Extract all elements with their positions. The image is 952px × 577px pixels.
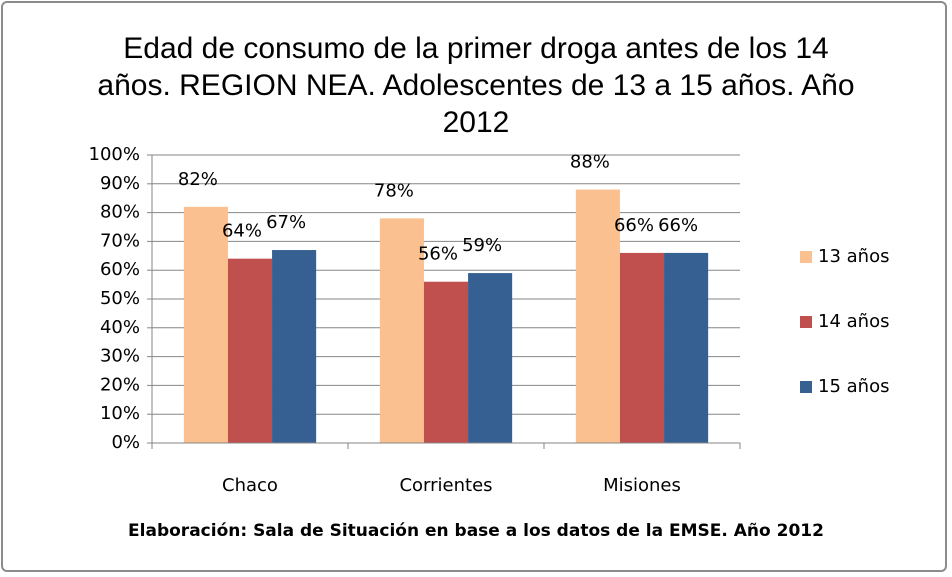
- value-label: 66%: [658, 215, 698, 236]
- legend-swatch: [800, 251, 812, 263]
- value-label: 82%: [178, 169, 218, 190]
- x-tick-label: Corrientes: [399, 475, 492, 496]
- y-tick-label: 0%: [111, 432, 140, 453]
- y-tick-label: 60%: [100, 259, 140, 280]
- y-tick-label: 90%: [100, 173, 140, 194]
- bar: [619, 252, 665, 443]
- bar: [183, 206, 228, 443]
- y-tick-label: 80%: [100, 202, 140, 223]
- value-label: 56%: [418, 244, 458, 265]
- y-tick-label: 40%: [100, 317, 140, 338]
- bar: [423, 281, 469, 443]
- legend-label: 14 años: [818, 311, 889, 332]
- legend-label: 15 años: [818, 376, 889, 397]
- bar: [575, 189, 620, 443]
- bar: [379, 218, 424, 443]
- x-tick-label: Misiones: [603, 475, 681, 496]
- value-label: 64%: [222, 221, 262, 242]
- y-tick-label: 70%: [100, 230, 140, 251]
- y-tick-label: 10%: [100, 403, 140, 424]
- bar: [664, 252, 709, 443]
- bar: [468, 273, 513, 443]
- bar: [272, 250, 317, 443]
- x-tick-label: Chaco: [222, 475, 278, 496]
- legend-swatch: [800, 316, 812, 328]
- y-tick-label: 100%: [89, 144, 140, 165]
- y-tick-label: 30%: [100, 346, 140, 367]
- value-label: 66%: [614, 215, 654, 236]
- y-tick-label: 20%: [100, 374, 140, 395]
- bar: [227, 258, 273, 443]
- chart-caption: Elaboración: Sala de Situación en base a…: [128, 521, 824, 541]
- value-label: 59%: [462, 235, 502, 256]
- y-tick-label: 50%: [100, 288, 140, 309]
- value-label: 67%: [266, 212, 306, 233]
- legend-swatch: [800, 381, 812, 393]
- value-label: 88%: [570, 152, 610, 173]
- chart-title: Edad de consumo de la primer droga antes…: [97, 32, 855, 139]
- legend-label: 13 años: [818, 246, 889, 267]
- value-label: 78%: [374, 180, 414, 201]
